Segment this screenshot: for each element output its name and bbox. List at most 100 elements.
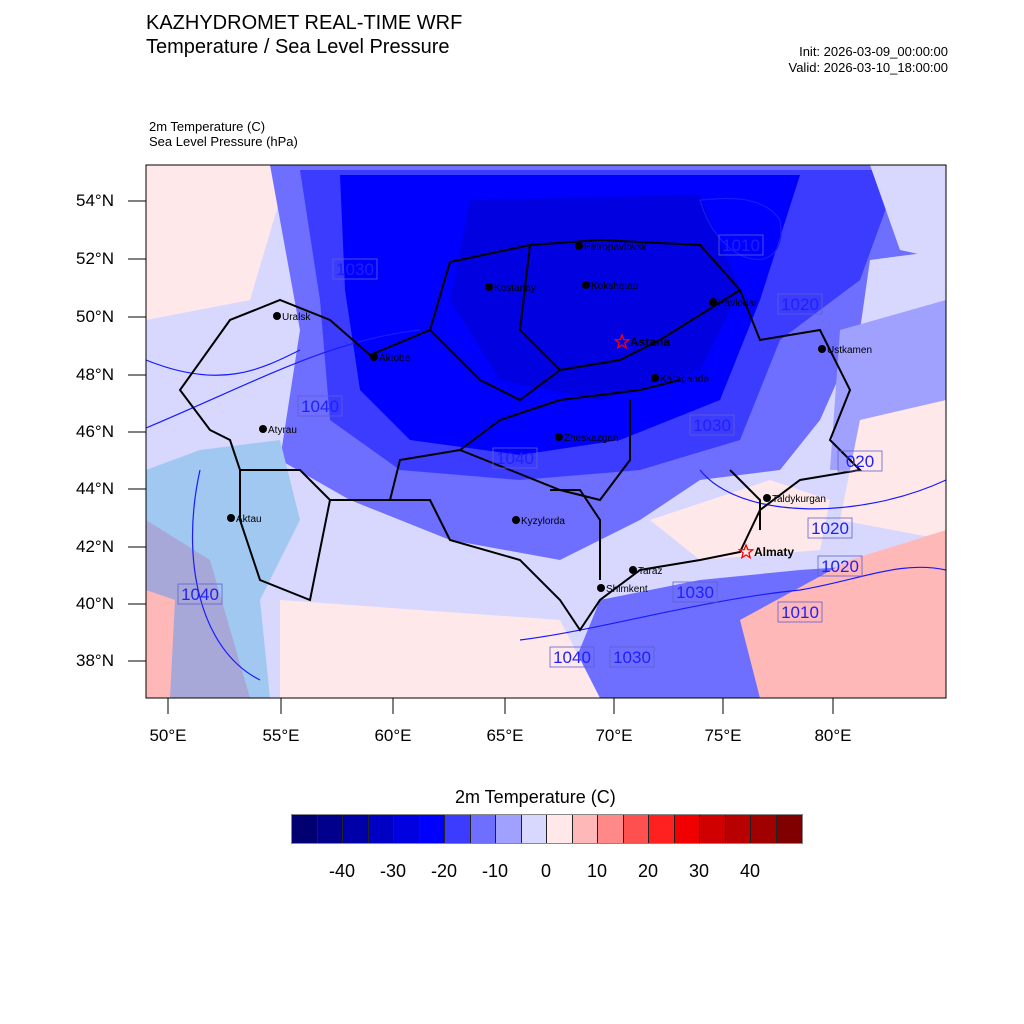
city-marker: Almaty: [737, 543, 794, 560]
isobar-label: 1010: [722, 236, 760, 255]
lon-label: 70°E: [595, 726, 633, 745]
city-marker: Kostanay: [485, 283, 536, 294]
city-label: Zheskazgan: [564, 433, 618, 444]
colorbar-swatch: [547, 815, 573, 843]
city-dot-icon: [259, 425, 267, 433]
colorbar-swatch: [445, 815, 471, 843]
city-label: Kostanay: [494, 283, 536, 294]
capital-star-icon: [737, 543, 755, 560]
city-dot-icon: [512, 516, 520, 524]
isobar-labels: 1010 1030 1020 1040 1040 1030 020 1020 1020 1030 1…: [177, 234, 883, 668]
isobar-label: 1030: [336, 260, 374, 279]
colorbar-swatch: [674, 815, 700, 843]
figure-subtitle: Temperature / Sea Level Pressure: [146, 36, 450, 58]
valid-time: Valid: 2026-03-10_18:00:00: [788, 60, 949, 75]
capital-star-icon: [613, 333, 631, 350]
isobar-label: 1040: [181, 585, 219, 604]
isobar-label: 1020: [821, 557, 859, 576]
isobar-label-box: [689, 414, 735, 436]
colorbar-swatch: [317, 815, 343, 843]
isobar-label: 1020: [781, 295, 819, 314]
colorbar-swatch: [292, 815, 318, 843]
colorbar-swatch: [394, 815, 420, 843]
isobar-label-box: [492, 447, 538, 469]
colorbar-swatch: [649, 815, 675, 843]
city-label: Almaty: [754, 545, 794, 559]
colorbar-swatch: [343, 815, 369, 843]
city-dot-icon: [485, 283, 493, 291]
isobar-label: 1030: [613, 648, 651, 667]
isobar-label: 1010: [781, 603, 819, 622]
colorbar-swatch: [725, 815, 751, 843]
lat-label: 52°N: [76, 249, 114, 268]
lat-label: 40°N: [76, 594, 114, 613]
admin-borders: [178, 238, 863, 632]
lat-label: 50°N: [76, 307, 114, 326]
isobar-label-box: [177, 583, 223, 605]
colorbar-label: 0: [540, 861, 552, 881]
city-marker: Atyrau: [259, 425, 297, 436]
city-marker: Karaganda: [651, 374, 709, 385]
isobar-label-box: [718, 234, 764, 256]
city-label: Taraz: [638, 566, 662, 577]
colorbar-swatch: [419, 815, 445, 843]
city-marker: Zheskazgan: [555, 433, 618, 444]
colorbar-title: 2m Temperature (C): [455, 787, 616, 807]
field-label-pressure: Sea Level Pressure (hPa): [149, 134, 298, 149]
colorbar-label: 30: [688, 861, 710, 881]
lon-label: 80°E: [814, 726, 852, 745]
isobar-label: 020: [846, 452, 874, 471]
city-marker: Uralsk: [273, 312, 311, 323]
lat-label: 44°N: [76, 479, 114, 498]
colorbar-label: -10: [481, 861, 509, 881]
colorbar-swatch: [623, 815, 649, 843]
isobar-label-box: [297, 395, 343, 417]
isobar-label: 1020: [811, 519, 849, 538]
city-marker: Kyzylorda: [512, 516, 565, 527]
city-label: Astana: [630, 335, 670, 349]
city-label: Kyzylorda: [521, 516, 565, 527]
city-label: Atyrau: [268, 425, 297, 436]
city-label: Karaganda: [660, 374, 709, 385]
isobar-label-box: [807, 517, 853, 539]
city-label: Kokshetau: [591, 281, 638, 292]
isobar-label-box: [837, 450, 883, 472]
figure-title: KAZHYDROMET REAL-TIME WRF: [146, 12, 463, 34]
colorbar-swatch: [598, 815, 624, 843]
city-label: Pavlodar: [718, 298, 758, 309]
isobars: [146, 197, 946, 681]
isobar-label: 1030: [676, 583, 714, 602]
isobar-label: 1040: [496, 449, 534, 468]
colorbar-label: -40: [328, 861, 356, 881]
city-dot-icon: [629, 566, 637, 574]
city-dot-icon: [818, 345, 826, 353]
city-marker: Taraz: [629, 566, 662, 577]
city-label: Ustkamen: [827, 345, 872, 356]
city-dot-icon: [575, 242, 583, 250]
city-marker: Kokshetau: [582, 281, 638, 292]
isobar-label-box: [777, 601, 823, 623]
city-marker: Shimkent: [597, 584, 648, 595]
city-dot-icon: [370, 353, 378, 361]
city-label: Aktobe: [379, 353, 411, 364]
city-label: Aktau: [236, 514, 262, 525]
city-dot-icon: [273, 312, 281, 320]
city-marker: Pavlodar: [709, 298, 758, 309]
city-dot-icon: [597, 584, 605, 592]
lon-label: 50°E: [149, 726, 187, 745]
city-dot-icon: [651, 374, 659, 382]
colorbar-swatch: [521, 815, 547, 843]
colorbar-label: 40: [739, 861, 761, 881]
colorbar-label: 20: [637, 861, 659, 881]
lon-label: 55°E: [262, 726, 300, 745]
isobar-label-box: [549, 646, 595, 668]
city-marker: Aktobe: [370, 353, 411, 364]
lat-label: 54°N: [76, 191, 114, 210]
colorbar-swatch: [572, 815, 598, 843]
city-label: Uralsk: [282, 312, 311, 323]
city-dot-icon: [582, 281, 590, 289]
isobar-label: 1040: [301, 397, 339, 416]
isobar-label-box: [817, 555, 863, 577]
colorbar-label: 10: [586, 861, 608, 881]
